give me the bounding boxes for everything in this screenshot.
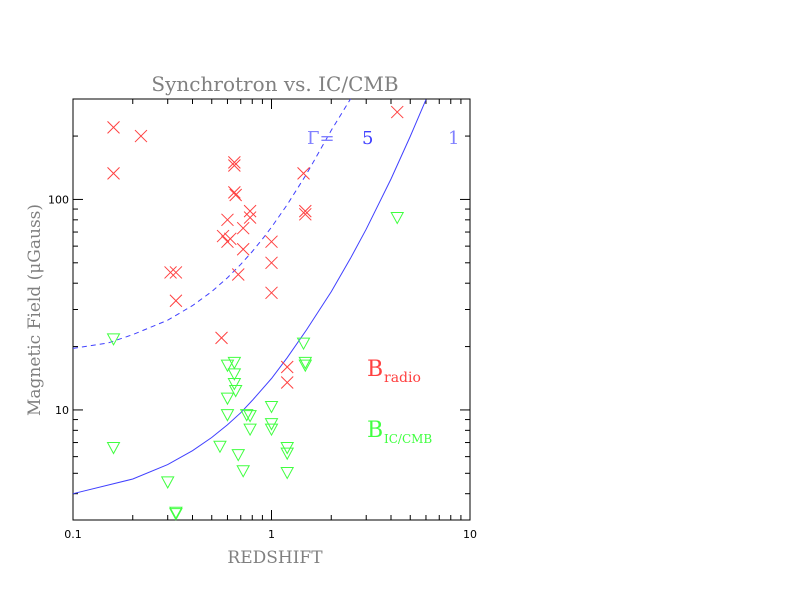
chart-title: Synchrotron vs. IC/CMB	[151, 72, 398, 96]
ic-cmb-triangle-marker	[227, 377, 242, 391]
ic-cmb-triangle-marker	[213, 440, 227, 454]
radio-x-marker	[134, 129, 148, 143]
radio-x-marker	[298, 204, 312, 218]
axis-tick-labels: 0.1 1 10 10 100	[48, 193, 477, 541]
ic-cmb-triangle-marker	[106, 442, 121, 455]
radio-x-marker	[169, 266, 183, 279]
legend-b-radio: B radio	[367, 357, 421, 386]
ic-cmb-triangle-marker	[298, 359, 313, 373]
axis-ticks	[72, 98, 470, 521]
curve-gamma-1	[72, 99, 427, 495]
legend-radio-main: B	[367, 357, 383, 382]
radio-x-marker	[243, 204, 257, 218]
radio-x-marker	[280, 360, 294, 374]
gamma-value-1: 1	[448, 128, 459, 149]
data-markers	[106, 105, 405, 521]
gamma-annotation: Γ= 5 1	[307, 128, 459, 149]
radio-x-marker	[265, 235, 278, 249]
ic-cmb-triangle-marker	[169, 508, 183, 521]
ic-cmb-triangle-marker	[243, 410, 257, 423]
radio-x-marker	[297, 167, 310, 180]
radio-x-marker	[107, 121, 120, 134]
x-tick-label: 0.1	[64, 528, 82, 541]
ic-cmb-triangle-marker	[228, 385, 243, 398]
radio-x-marker	[228, 156, 241, 169]
radio-x-marker	[107, 167, 120, 180]
radio-x-marker	[164, 266, 177, 279]
ic-cmb-triangle-marker	[298, 356, 313, 370]
radio-x-marker	[243, 211, 257, 224]
gamma-prefix: Γ=	[307, 128, 335, 149]
legend-b-ic-cmb: B IC/CMB	[367, 418, 432, 446]
radio-x-marker	[215, 331, 228, 345]
radio-x-marker	[221, 213, 234, 227]
y-axis-title: Magnetic Field (μGauss)	[25, 204, 45, 416]
y-tick-label: 100	[48, 193, 69, 206]
ic-cmb-triangle-marker	[160, 476, 175, 489]
ic-cmb-triangle-marker	[296, 337, 311, 351]
radio-x-marker	[169, 294, 183, 308]
ic-cmb-triangle-marker	[220, 359, 235, 373]
ic-cmb-triangle-marker	[106, 333, 121, 346]
radio-x-marker	[236, 242, 250, 256]
ic-cmb-triangle-marker	[220, 392, 235, 406]
ic-cmb-triangle-marker	[236, 465, 251, 478]
radio-x-marker	[228, 159, 241, 172]
legend-radio-sub: radio	[384, 370, 421, 386]
radio-x-marker	[228, 186, 241, 199]
radio-x-marker	[216, 229, 230, 243]
model-curves	[72, 98, 427, 495]
radio-x-marker	[298, 207, 312, 221]
ic-cmb-triangle-marker	[239, 409, 254, 422]
radio-x-marker	[280, 376, 294, 389]
radio-x-marker	[265, 256, 278, 270]
ic-cmb-triangle-marker	[280, 466, 295, 480]
y-tick-label: 10	[55, 404, 69, 417]
legend-ic-sub: IC/CMB	[384, 432, 432, 446]
x-tick-label: 10	[463, 528, 477, 541]
legend-ic-main: B	[367, 418, 383, 443]
ic-cmb-triangle-marker	[243, 423, 257, 437]
plot-border	[72, 98, 471, 521]
curve-gamma-5	[72, 98, 351, 349]
radio-x-marker	[229, 188, 243, 202]
ic-cmb-triangle-marker	[264, 423, 279, 437]
x-tick-label: 1	[268, 528, 275, 541]
radio-x-marker	[236, 221, 250, 235]
ic-cmb-triangle-marker	[169, 506, 183, 520]
radio-x-marker	[390, 105, 404, 119]
ic-cmb-triangle-marker	[280, 447, 295, 461]
radio-x-marker	[231, 268, 245, 281]
plot-frame	[72, 98, 471, 521]
gamma-value-5: 5	[362, 128, 373, 149]
radio-x-marker	[223, 232, 237, 246]
ic-cmb-triangle-marker	[227, 368, 242, 381]
ic-cmb-triangle-marker	[390, 211, 405, 225]
x-axis-title: REDSHIFT	[227, 548, 323, 568]
ic-cmb-triangle-marker	[264, 400, 279, 414]
ic-cmb-triangle-marker	[220, 409, 235, 422]
radio-x-marker	[265, 286, 278, 300]
ic-cmb-triangle-marker	[231, 449, 246, 462]
ic-cmb-triangle-marker	[227, 356, 242, 370]
